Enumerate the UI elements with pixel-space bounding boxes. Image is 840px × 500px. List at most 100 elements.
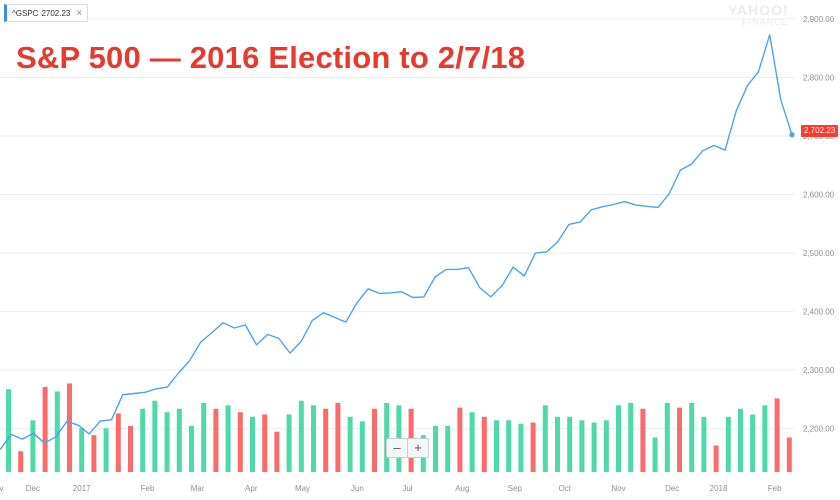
volume-bar <box>311 405 316 472</box>
volume-bar <box>774 398 780 472</box>
volume-bar <box>6 389 11 472</box>
y-tick-label: 2,800.00 <box>803 74 835 83</box>
x-tick-label: Oct <box>559 484 572 493</box>
volume-bar <box>701 416 707 472</box>
volume-bar <box>786 437 792 472</box>
x-axis: Nov Dec 2017 Feb Mar Apr May Jun Jul Aug Sep Oct Nov… <box>0 484 782 493</box>
volume-bar <box>567 416 573 472</box>
volume-bar <box>542 405 548 472</box>
volume-bar <box>42 386 48 472</box>
zoom-in-button[interactable]: + <box>407 439 428 457</box>
volume-bar <box>725 416 731 472</box>
x-tick-label: Dec <box>26 484 40 493</box>
volume-bar <box>713 445 719 472</box>
zoom-controls: – + <box>386 438 429 458</box>
volume-bar <box>128 426 133 472</box>
volume-bar <box>591 422 597 472</box>
volume-bar <box>445 426 451 472</box>
x-tick-label: Dec <box>665 484 679 493</box>
volume-bar <box>323 408 329 472</box>
ticker-chip[interactable]: ^GSPC 2702.23 × <box>4 4 89 22</box>
volume-bar <box>335 403 341 472</box>
y-tick-label: 2,600.00 <box>803 191 835 200</box>
volume-bar <box>677 407 682 472</box>
volume-bar <box>555 416 560 472</box>
volume-bar <box>237 412 243 472</box>
volume-bar <box>115 413 121 472</box>
volume-bar <box>67 383 72 472</box>
y-tick-label: 2,500.00 <box>803 249 835 258</box>
volume-bar <box>213 408 219 472</box>
close-icon[interactable]: × <box>76 7 83 19</box>
y-tick-label: 2,900.00 <box>803 15 835 24</box>
volume-bar <box>18 451 24 472</box>
x-tick-label: Mar <box>191 484 205 493</box>
x-tick-label: Feb <box>768 484 782 493</box>
volume-bar <box>506 420 512 472</box>
x-tick-label: Nov <box>0 484 3 493</box>
last-price-point <box>789 132 795 138</box>
volume-bar <box>640 408 646 472</box>
x-tick-label: Apr <box>245 484 258 493</box>
volume-bar <box>225 405 231 472</box>
volume-bar <box>347 416 353 472</box>
volume-bar <box>262 414 268 472</box>
volume-bars <box>6 383 792 472</box>
volume-bar <box>140 408 146 472</box>
x-tick-label: Aug <box>455 484 469 493</box>
volume-bar <box>189 426 194 472</box>
x-tick-label: Feb <box>141 484 155 493</box>
volume-bar <box>628 403 634 472</box>
x-tick-label: Sep <box>508 484 523 493</box>
y-tick-label: 2,400.00 <box>803 308 835 317</box>
volume-bar <box>274 431 280 472</box>
volume-bar <box>616 405 621 472</box>
volume-bar <box>603 420 609 472</box>
volume-bar <box>286 414 292 472</box>
volume-bar <box>738 408 743 472</box>
volume-bar <box>298 400 304 472</box>
volume-bar <box>664 403 670 472</box>
volume-bar <box>652 437 658 472</box>
x-tick-label: 2018 <box>710 484 728 493</box>
chart-grid <box>0 18 795 430</box>
volume-bar <box>164 412 170 472</box>
volume-bar <box>359 421 365 472</box>
last-price-tag: 2,702.23 <box>801 125 839 137</box>
volume-bar <box>103 428 109 472</box>
volume-bar <box>494 420 499 472</box>
volume-bar <box>481 416 487 472</box>
volume-bar <box>30 420 36 472</box>
volume-bar <box>433 426 438 472</box>
volume-bar <box>579 420 585 472</box>
volume-bar <box>469 412 475 472</box>
volume-bar <box>457 407 463 472</box>
ticker-symbol: ^GSPC <box>12 8 39 18</box>
volume-bar <box>250 416 255 472</box>
y-axis: 2,200.00 2,300.00 2,400.00 2,500.00 2,600.00… <box>803 15 835 434</box>
price-line <box>0 34 793 451</box>
yahoo-finance-logo: YAHOO! FINANCE <box>728 2 789 27</box>
zoom-out-button[interactable]: – <box>393 440 401 455</box>
x-tick-label: Nov <box>611 484 625 493</box>
y-tick-label: 2,300.00 <box>803 366 835 375</box>
volume-bar <box>750 414 756 472</box>
volume-bar <box>54 391 60 472</box>
volume-bar <box>384 403 390 472</box>
volume-bar <box>762 405 768 472</box>
x-tick-label: Jul <box>402 484 412 493</box>
volume-bar <box>79 428 85 472</box>
ticker-price: 2702.23 <box>41 8 71 18</box>
volume-bar <box>689 403 695 472</box>
price-line-layer <box>0 34 795 451</box>
volume-bar <box>152 400 158 472</box>
volume-bar <box>176 408 182 472</box>
volume-bar <box>91 435 97 472</box>
x-tick-label: 2017 <box>73 484 91 493</box>
volume-bar <box>518 423 524 472</box>
volume-bar <box>530 422 536 472</box>
volume-bar <box>201 403 207 472</box>
x-tick-label: May <box>295 484 310 493</box>
x-tick-label: Jun <box>351 484 364 493</box>
